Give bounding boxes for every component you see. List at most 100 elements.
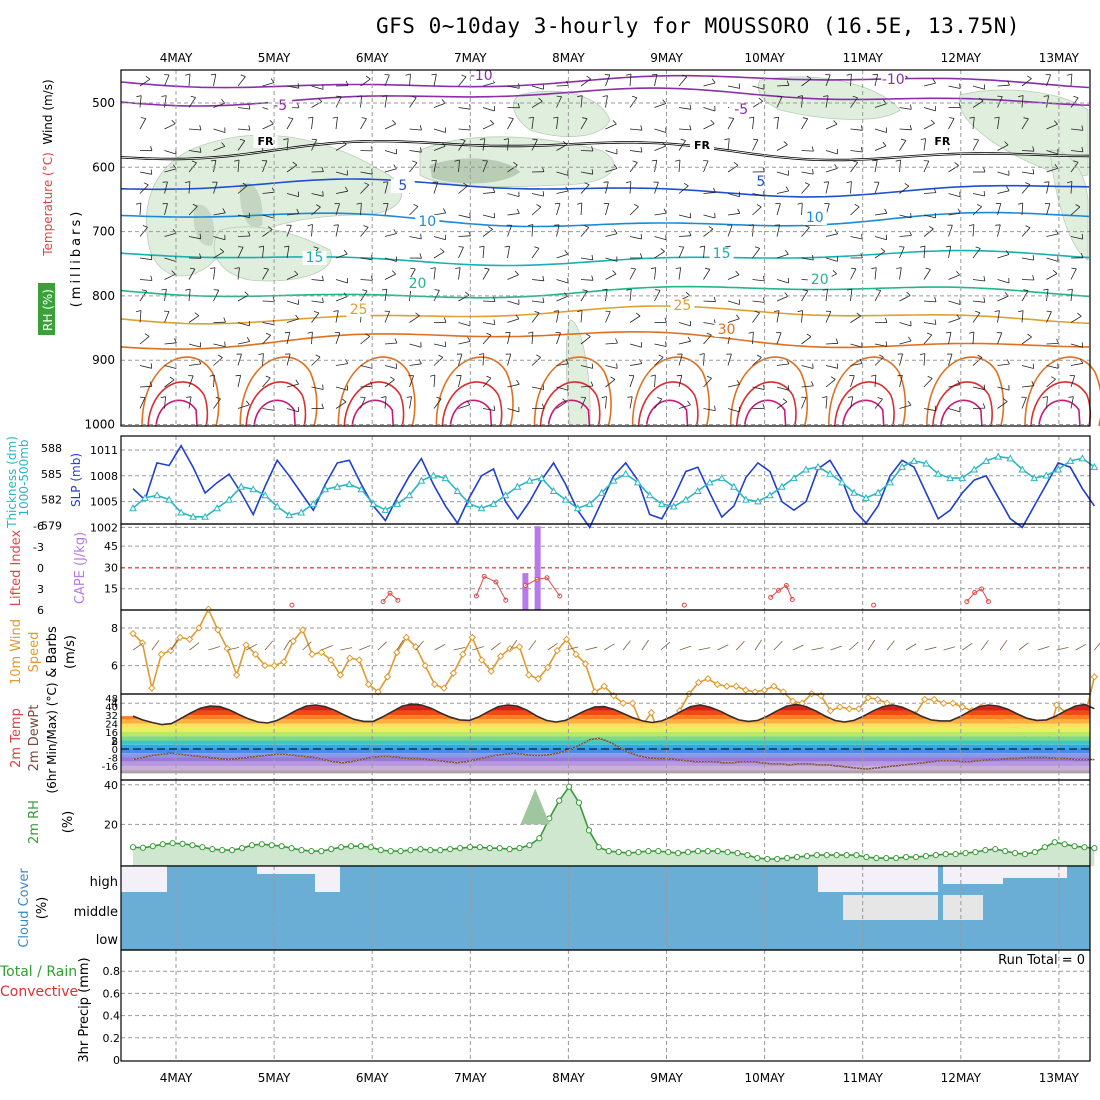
- wind-barb-flag: [835, 338, 839, 344]
- wind-barb: [899, 107, 912, 110]
- wind-barb-flag: [136, 95, 142, 98]
- wind-barb-flag: [806, 75, 812, 80]
- wind-barb: [262, 300, 275, 302]
- wind-barb: [948, 300, 961, 305]
- wind-barb-flag: [859, 358, 863, 364]
- wind-barb-flag: [994, 310, 1000, 312]
- thickness-point-45: [669, 502, 678, 510]
- wind-barb: [237, 128, 250, 131]
- wind-barb-flag: [315, 204, 321, 208]
- wind-barb: [727, 384, 740, 388]
- wind-barb-flag: [242, 182, 248, 187]
- thickness-point-63: [886, 478, 894, 486]
- temperature-label: Temperature (°C): [41, 152, 55, 257]
- wind-barb: [262, 123, 274, 130]
- wind-barb: [311, 312, 320, 323]
- run-total-label: Run Total = 0: [998, 953, 1085, 968]
- rh2m-point-68: [803, 852, 811, 860]
- rh-region-1: [213, 226, 332, 282]
- wind-barb: [237, 185, 248, 194]
- wind-barb: [997, 96, 1003, 108]
- wind-barb: [605, 365, 618, 369]
- wind-barb: [482, 160, 488, 173]
- wind-barb-flag: [804, 225, 810, 228]
- wind-barb: [311, 85, 324, 90]
- wind-barb-flag: [381, 95, 387, 97]
- wind-barb: [874, 251, 886, 259]
- wind-barb-flag: [171, 119, 176, 124]
- thickness-point-30: [489, 499, 498, 507]
- rh2m-point-71: [833, 851, 840, 859]
- wind-barb: [237, 76, 246, 87]
- wind-barb-flag: [683, 182, 689, 187]
- wind-barb: [164, 168, 177, 173]
- temp2m-label-3: (6hr Min/Max) (°C): [45, 682, 59, 793]
- wind-barb: [262, 334, 271, 345]
- wind-barb: [776, 117, 779, 130]
- isotherm-label-bg-2: [268, 99, 293, 113]
- wind-barb: [262, 160, 268, 173]
- wind-barb-flag: [1068, 396, 1074, 398]
- wind-barb: [384, 342, 398, 345]
- wind-barb: [678, 235, 692, 237]
- wind-barb: [972, 300, 985, 303]
- rh2m-point-88: [1002, 848, 1009, 855]
- thickness-label-2: 1000-500mb: [17, 439, 31, 516]
- wind10m-point-22: [336, 671, 345, 679]
- wind-barb-flag: [725, 245, 731, 248]
- wind-barb: [605, 273, 617, 280]
- slp-tick-0: 1011: [90, 444, 118, 457]
- wind-barb-flag: [640, 125, 643, 131]
- wind-barb-flag: [1027, 333, 1032, 338]
- wind-barb: [703, 228, 714, 237]
- rh2m-point-63: [754, 854, 761, 862]
- wind-barb: [286, 164, 298, 173]
- wind-barb: [458, 375, 462, 388]
- rh2m-point-2: [149, 843, 156, 850]
- wind-barb-flag: [443, 317, 447, 323]
- wind-barb: [188, 289, 191, 302]
- wind-barb-flag: [486, 375, 492, 379]
- wind10m-barb-16: [283, 639, 291, 651]
- wind-barb-flag: [735, 270, 740, 276]
- isotherm-3: [120, 178, 1090, 198]
- wind-barb-flag: [169, 376, 175, 381]
- wind-barb: [188, 396, 192, 409]
- wind-barb: [556, 296, 568, 302]
- wind-barb-flag: [660, 248, 665, 252]
- wind-barb-flag: [975, 246, 981, 249]
- wind-barb: [629, 343, 642, 348]
- wind10m-point-79: [873, 695, 882, 704]
- date-label-top-7: 11MAY: [843, 51, 884, 65]
- isotherm-label-bg-6: [930, 134, 955, 148]
- wind-barb: [972, 357, 983, 366]
- rh2m-point-94: [1061, 841, 1068, 848]
- wind-barb-flag: [706, 332, 712, 336]
- wind-barb-flag: [527, 224, 534, 227]
- rh2m-point-33: [456, 845, 464, 852]
- wind10m-barb-92: [999, 639, 1008, 651]
- wind-barb: [286, 85, 299, 89]
- wind-barb: [458, 341, 471, 345]
- wind-barb-flag: [822, 288, 828, 291]
- wind-barb: [850, 396, 854, 409]
- wind-barb: [139, 118, 147, 130]
- thickness-point-39: [597, 488, 606, 496]
- wind-barb: [776, 253, 789, 259]
- wind-barb: [923, 269, 931, 280]
- wind-barb: [850, 375, 855, 388]
- wind10m-tick-2: 4: [111, 697, 118, 710]
- wind-barb: [605, 289, 608, 302]
- wind-barb: [703, 377, 712, 388]
- wind-barb-flag: [311, 138, 317, 141]
- wind10m-label-2: Speed: [27, 632, 42, 673]
- isotherm-lobe-45-4: [547, 399, 591, 427]
- rh2m-point-60: [724, 849, 731, 856]
- rh2m-point-1: [139, 844, 147, 851]
- thickness-point-32: [513, 482, 522, 490]
- wind-barb: [874, 128, 887, 133]
- wind-barb: [482, 82, 495, 87]
- wind10m-point-64: [732, 682, 740, 690]
- wind-barb: [752, 357, 762, 366]
- wind-barb: [237, 159, 240, 173]
